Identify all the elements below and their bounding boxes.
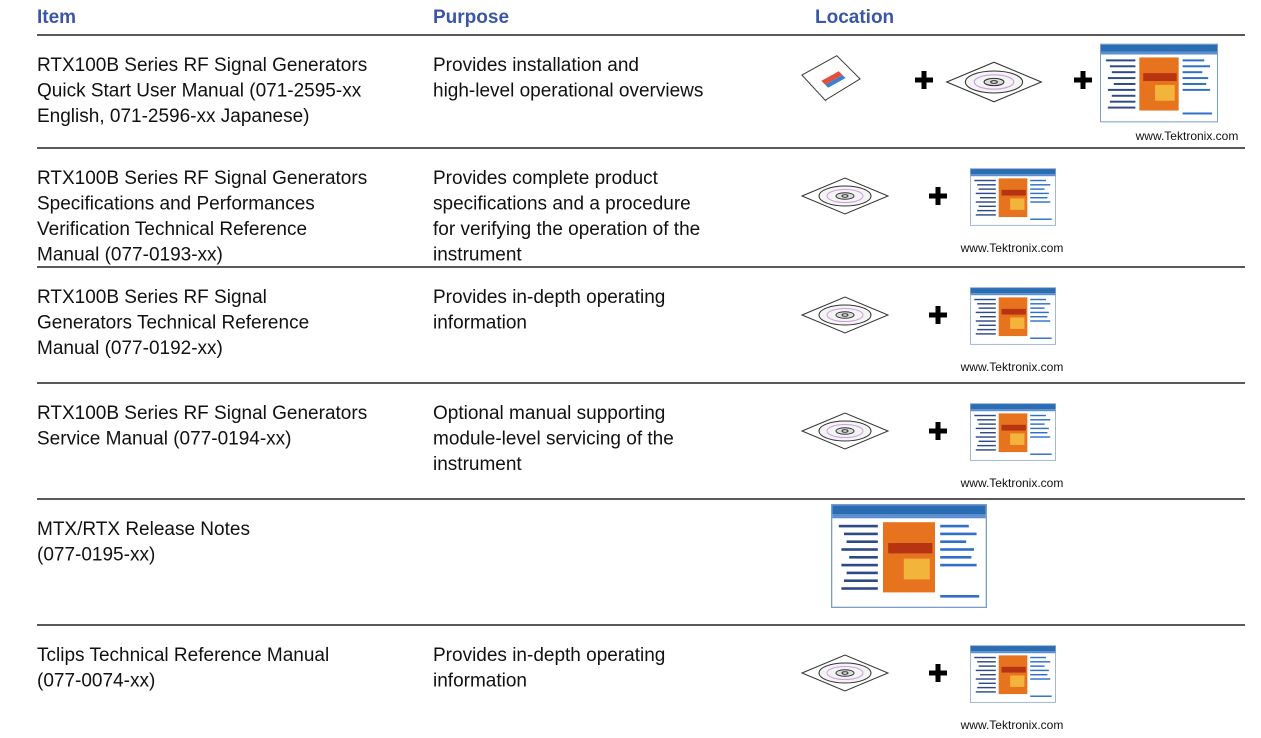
cd-icon <box>946 61 1042 103</box>
item-text: Manual (077-0193-xx) <box>37 245 223 266</box>
cd-icon <box>801 412 889 450</box>
item-text: RTX100B Series RF Signal Generators <box>37 55 367 76</box>
website-thumbnail <box>970 287 1056 345</box>
item-text: (077-0074-xx) <box>37 671 155 692</box>
purpose-text: Optional manual supporting <box>433 403 665 424</box>
purpose-text: high-level operational overviews <box>433 81 703 102</box>
manual-icon <box>801 55 861 103</box>
item-text: RTX100B Series RF Signal Generators <box>37 403 367 424</box>
website-thumbnail <box>1100 43 1218 123</box>
purpose-text: information <box>433 313 527 334</box>
cd-icon <box>801 654 889 692</box>
purpose-text: Provides complete product <box>433 168 659 189</box>
item-text: Specifications and Performances <box>37 194 315 215</box>
location-caption: www.Tektronix.com <box>960 360 1064 374</box>
purpose-text: for verifying the operation of the <box>433 219 700 240</box>
purpose-text: information <box>433 671 527 692</box>
plus-icon <box>929 422 947 440</box>
plus-icon <box>929 306 947 324</box>
purpose-text: Provides in-depth operating <box>433 645 665 666</box>
website-thumbnail <box>970 645 1056 703</box>
purpose-text: specifications and a procedure <box>433 194 691 215</box>
plus-icon <box>915 71 933 89</box>
plus-icon <box>1074 71 1092 89</box>
item-text: Quick Start User Manual (071-2595-xx <box>37 81 362 102</box>
column-header: Location <box>815 7 894 28</box>
column-header: Purpose <box>433 7 509 28</box>
location-caption: www.Tektronix.com <box>960 718 1064 732</box>
purpose-text: Provides installation and <box>433 55 639 76</box>
item-text: RTX100B Series RF Signal <box>37 287 267 308</box>
location-caption: www.Tektronix.com <box>960 476 1064 490</box>
cd-icon <box>801 296 889 334</box>
item-text: RTX100B Series RF Signal Generators <box>37 168 367 189</box>
purpose-text: instrument <box>433 245 522 266</box>
purpose-text: Provides in-depth operating <box>433 287 665 308</box>
website-thumbnail <box>970 168 1056 226</box>
location-caption: www.Tektronix.com <box>960 241 1064 255</box>
plus-icon <box>929 664 947 682</box>
location-caption: www.Tektronix.com <box>1135 129 1239 143</box>
item-text: MTX/RTX Release Notes <box>37 519 250 540</box>
purpose-text: module-level servicing of the <box>433 429 674 450</box>
cd-icon <box>801 177 889 215</box>
column-header: Item <box>37 7 76 28</box>
website-thumbnail <box>970 403 1056 461</box>
plus-icon <box>929 187 947 205</box>
purpose-text: instrument <box>433 454 522 475</box>
item-text: Manual (077-0192-xx) <box>37 338 223 359</box>
item-text: Tclips Technical Reference Manual <box>37 645 329 666</box>
item-text: Service Manual (077-0194-xx) <box>37 429 292 450</box>
item-text: Verification Technical Reference <box>37 219 307 240</box>
item-text: English, 071-2596-xx Japanese) <box>37 106 310 127</box>
item-text: Generators Technical Reference <box>37 313 309 334</box>
item-text: (077-0195-xx) <box>37 545 155 566</box>
website-thumbnail <box>830 504 988 608</box>
